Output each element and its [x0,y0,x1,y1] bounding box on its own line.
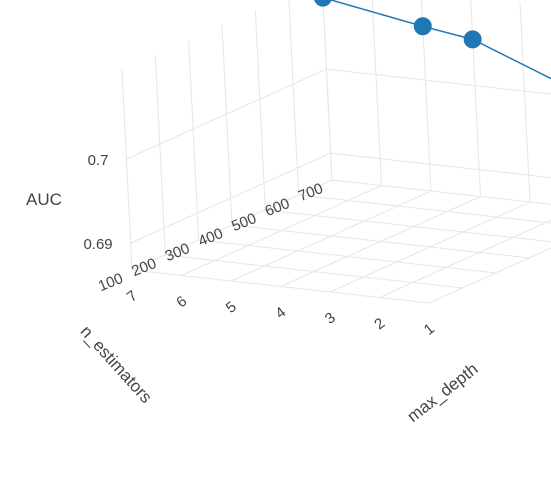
data-layer [314,0,551,80]
x-tick-label: 2 [371,315,388,334]
x-tick-label: 5 [223,298,240,317]
data-point[interactable] [463,30,482,49]
side-wall-gridline [154,54,166,256]
back-wall-gridline [470,0,481,197]
floor-gridline [428,247,551,304]
data-point[interactable] [314,0,332,7]
side-wall-gridline [254,9,266,211]
floor-gridline [298,194,551,224]
z-tick-label: 0.7 [88,152,109,169]
x-tick-label: 4 [272,304,289,323]
y-tick-label: 300 [163,240,193,265]
side-wall-gridline [288,0,300,196]
y-tick-label: 400 [196,225,226,250]
floor-gridline [198,239,496,274]
floor-gridline [331,179,551,205]
x-tick-label: 1 [421,320,438,339]
x-tick-label: 7 [124,287,141,306]
side-wall-gridline [126,68,327,160]
y-tick-label: 200 [129,255,159,280]
y-tick-label: 100 [96,270,126,295]
series-line [328,0,551,80]
floor-gridline [165,254,463,289]
y-tick-label: 500 [229,210,259,235]
floor-gridline [131,269,430,304]
data-point[interactable] [413,17,432,36]
back-wall-gridline [519,1,531,203]
side-wall-gridline [322,0,333,181]
back-wall-gridline [330,152,551,179]
back-wall-gridline [371,0,382,186]
side-wall-gridline [121,69,133,271]
y-tick-label: 700 [296,180,326,205]
z-axis-title: AUC [26,190,62,209]
floor-gridline [231,224,530,259]
floor-gridline [379,219,551,298]
x-tick-label: 6 [173,293,190,312]
grid-layer [121,0,551,304]
x-axis-title: max_depth [404,359,482,426]
x-tick-label: 3 [322,309,339,328]
back-wall-gridline [326,68,551,95]
side-wall-gridline [188,39,200,241]
z-tick-label: 0.69 [83,236,112,253]
y-tick-label: 600 [263,195,293,220]
floor-gridline [265,209,551,243]
side-wall-gridline [130,152,331,244]
side-wall-gridline [221,24,233,226]
y-axis-title: n_estimators [76,322,155,407]
